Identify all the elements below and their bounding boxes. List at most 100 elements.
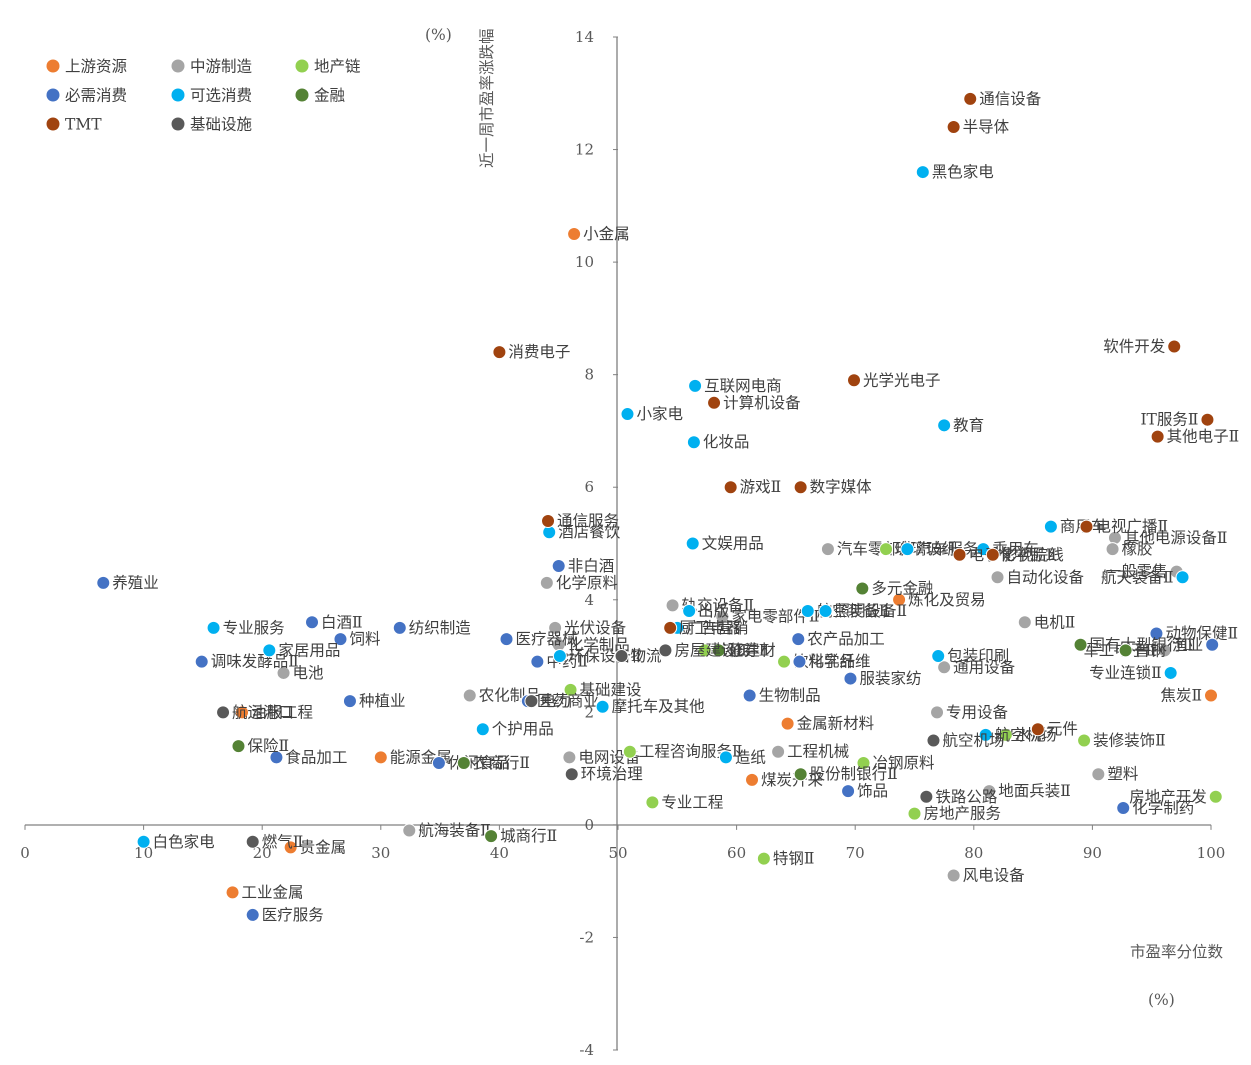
legend-label: 地产链 <box>314 58 361 76</box>
data-point: 工程机械 <box>771 743 849 761</box>
point-marker <box>937 660 952 675</box>
data-point: 生物制品 <box>742 686 821 704</box>
point-marker <box>723 480 738 495</box>
point-marker <box>1204 688 1218 703</box>
legend-marker <box>46 59 60 73</box>
point-label: 摩托车及其他 <box>612 698 705 716</box>
point-label: 非白酒 <box>568 557 615 575</box>
data-point: 化妆品 <box>686 433 749 451</box>
point-marker <box>1079 519 1094 534</box>
legend-marker <box>171 59 185 73</box>
y-tick-label: 8 <box>584 366 594 384</box>
point-marker <box>276 665 291 680</box>
point-label: 出版 <box>698 602 729 620</box>
point-marker <box>663 620 678 635</box>
point-marker <box>262 643 277 658</box>
data-point: 其他电子Ⅱ <box>1150 428 1240 446</box>
legend-marker <box>46 117 60 131</box>
point-label: 通信服务 <box>557 512 619 530</box>
point-marker <box>1163 665 1178 680</box>
y-ticks: -4 -2 0 2 4 6 8 10 12 14 <box>575 28 618 1059</box>
point-label: 调味发酵品Ⅱ <box>211 653 299 671</box>
data-point: 保险Ⅱ <box>231 737 289 755</box>
point-marker <box>206 620 221 635</box>
data-point: 航海装备Ⅱ <box>402 822 491 840</box>
x-unit-label: (%) <box>1148 991 1175 1009</box>
data-point: 黑色家电 <box>915 163 994 181</box>
point-marker <box>841 784 856 799</box>
point-marker <box>931 649 946 664</box>
data-point: 家电零部件Ⅱ <box>715 608 819 626</box>
point-marker <box>990 570 1005 585</box>
point-label: 国有大型银行Ⅱ <box>1090 636 1194 654</box>
x-tick-label: 30 <box>371 844 390 862</box>
data-point: 航空机场 <box>926 731 1004 749</box>
data-point: 化学纤维 <box>792 653 870 671</box>
x-tick-label: 90 <box>1083 844 1102 862</box>
legend-label: TMT <box>65 116 102 134</box>
data-point: 出版 <box>682 602 729 620</box>
point-marker <box>283 840 298 855</box>
point-marker <box>231 739 246 754</box>
data-point: 教育 <box>937 416 984 434</box>
point-marker <box>1017 615 1032 630</box>
data-point: 个护用品 <box>475 720 554 738</box>
data-point: 软件开发 <box>1103 338 1182 356</box>
point-label: 电机Ⅱ <box>1034 613 1076 631</box>
point-marker <box>707 395 722 410</box>
point-marker <box>548 620 563 635</box>
point-marker <box>998 727 1013 742</box>
point-label: 工程机械 <box>787 743 849 761</box>
point-label: 计算机设备 <box>723 393 801 412</box>
point-label: 包装印刷 <box>947 647 1009 665</box>
point-marker <box>136 834 151 849</box>
point-marker <box>1118 643 1133 658</box>
point-label: 黑色家电 <box>932 163 994 181</box>
point-label: 风电设备 <box>963 867 1026 885</box>
data-point: 电机Ⅱ <box>1017 613 1076 631</box>
point-label: 其他电源设备Ⅱ <box>1124 529 1228 547</box>
data-points: 小金属油服工程能源金属贵金属工业金属炼化及贸易金属新材料煤炭开采焦炭Ⅱ电池航海装… <box>96 90 1240 924</box>
x-axis-title: 市盈率分位数 <box>1130 943 1224 961</box>
data-point: 专业连锁Ⅱ <box>1089 664 1178 682</box>
data-point: 电池 <box>276 664 324 682</box>
data-point: 物流 <box>614 647 662 665</box>
data-point: 服装家纺 <box>843 670 921 688</box>
point-marker <box>1175 570 1190 585</box>
point-label: 教育 <box>953 416 984 434</box>
point-label: 造纸 <box>735 748 766 766</box>
point-label: 其他电子Ⅱ <box>1167 428 1240 446</box>
data-point: 食品加工 <box>269 748 347 766</box>
point-label: 房屋建设Ⅱ <box>674 641 747 659</box>
point-marker <box>686 435 701 450</box>
point-label: 燃气Ⅱ <box>262 833 304 851</box>
x-tick-label: 80 <box>964 844 983 862</box>
point-marker <box>978 727 993 742</box>
data-point: 风电设备 <box>946 867 1026 885</box>
data-point: 光学光电子 <box>847 371 941 389</box>
point-marker <box>892 592 907 607</box>
point-label: 游戏Ⅱ <box>740 478 782 496</box>
data-point: 养殖业 <box>96 574 159 592</box>
point-label: 电池 <box>293 664 324 682</box>
point-marker <box>484 829 499 844</box>
data-point: 半导体 <box>946 118 1010 136</box>
point-label: 软件开发 <box>1103 338 1165 356</box>
point-marker <box>1149 626 1164 641</box>
x-ticks: 0 10 20 30 40 50 60 70 80 90 100 <box>20 824 1225 862</box>
point-label: 厨卫电器 <box>679 619 742 637</box>
point-marker <box>392 620 407 635</box>
data-point: 化学制品 <box>551 636 630 654</box>
x-tick-label: 70 <box>846 844 865 862</box>
point-marker <box>820 542 835 557</box>
point-marker <box>1208 789 1223 804</box>
point-label: 种植业 <box>359 692 406 710</box>
legend-label: 中游制造 <box>190 58 253 76</box>
data-point: 通信服务 <box>541 512 619 530</box>
point-marker <box>843 671 858 686</box>
point-marker <box>552 649 567 664</box>
point-label: 农产品加工 <box>807 630 885 648</box>
point-marker <box>900 542 915 557</box>
point-marker <box>492 345 507 360</box>
legend-label: 上游资源 <box>65 58 127 76</box>
